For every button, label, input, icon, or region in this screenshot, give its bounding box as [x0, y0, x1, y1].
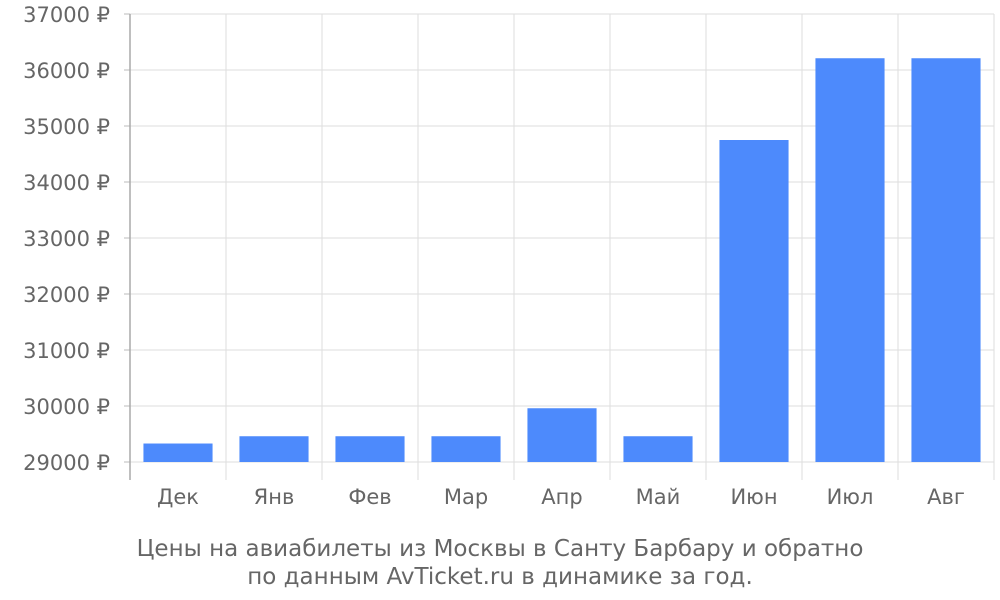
x-tick-label: Фев	[348, 485, 391, 509]
y-tick-label: 29000 ₽	[23, 451, 110, 475]
x-tick-label: Дек	[157, 485, 199, 509]
bars	[143, 58, 981, 463]
bar-6	[623, 436, 693, 462]
x-tick-label: Янв	[254, 485, 295, 509]
caption-line-1: Цены на авиабилеты из Москвы в Санту Бар…	[137, 536, 864, 562]
y-tick-label: 36000 ₽	[23, 59, 110, 83]
y-tick-label: 35000 ₽	[23, 115, 110, 139]
bar-8	[815, 58, 885, 463]
bar-2	[239, 436, 309, 462]
chart-caption: Цены на авиабилеты из Москвы в Санту Бар…	[137, 536, 864, 590]
y-tick-label: 30000 ₽	[23, 395, 110, 419]
y-axis-tick-labels: 29000 ₽ 30000 ₽ 31000 ₽ 32000 ₽ 33000 ₽ 34000…	[23, 3, 110, 475]
x-tick-label: Май	[636, 485, 681, 509]
x-axis-tick-labels: Дек Янв Фев Мар Апр Май Июн Июл Авг	[157, 485, 965, 509]
grid-lines	[129, 13, 995, 480]
bar-3	[335, 436, 405, 462]
y-tick-label: 34000 ₽	[23, 171, 110, 195]
caption-line-2: по данным AvTicket.ru в динамике за год.	[247, 564, 753, 590]
y-tick-label: 33000 ₽	[23, 227, 110, 251]
bar-9	[911, 58, 981, 463]
bar-1	[143, 443, 213, 462]
axes	[124, 13, 131, 480]
x-tick-label: Июл	[827, 485, 874, 509]
y-tick-label: 37000 ₽	[23, 3, 110, 27]
x-tick-label: Июн	[730, 485, 777, 509]
bar-4	[431, 436, 501, 462]
bar-5	[527, 408, 597, 462]
x-tick-label: Авг	[927, 485, 965, 509]
bar-7	[719, 140, 789, 462]
y-tick-label: 31000 ₽	[23, 339, 110, 363]
x-tick-label: Мар	[444, 485, 488, 509]
x-tick-label: Апр	[541, 485, 582, 509]
y-tick-label: 32000 ₽	[23, 283, 110, 307]
